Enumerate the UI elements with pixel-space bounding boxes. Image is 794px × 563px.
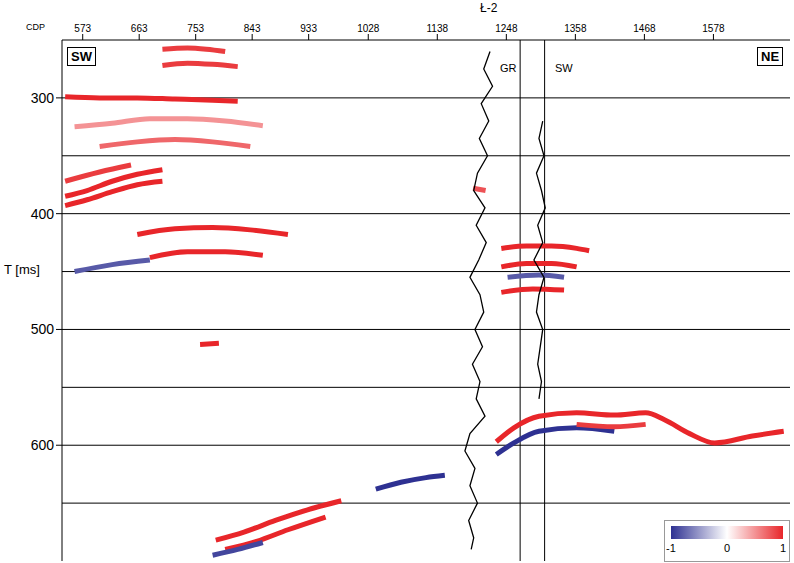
html-text:1: 1 [779,542,787,554]
svg-text:663: 663 [131,23,148,34]
html-text:0: 0 [723,542,731,554]
html-text:Ł-2: Ł-2 [480,1,498,15]
svg-text:933: 933 [300,23,317,34]
html-text:GR: GR [500,62,517,74]
svg-text:300: 300 [31,90,55,106]
svg-text:1138: 1138 [427,23,449,34]
svg-text:1248: 1248 [495,23,518,34]
svg-text:573: 573 [74,23,91,34]
svg-text:1578: 1578 [702,23,725,34]
html-text:NE: NE [761,49,780,64]
svg-text:753: 753 [187,23,204,34]
svg-text:400: 400 [31,206,55,222]
html-text:CDP: CDP [26,22,45,32]
svg-text:600: 600 [31,437,55,453]
svg-text:1468: 1468 [633,23,656,34]
svg-text:1028: 1028 [357,23,380,34]
svg-text:843: 843 [244,23,261,34]
html-text:-1: -1 [666,542,676,554]
html-text:T [ms]: T [ms] [4,262,40,277]
svg-text:1358: 1358 [564,23,587,34]
html-text:SW: SW [71,49,92,64]
html-text:SW: SW [555,62,573,74]
svg-text:500: 500 [31,321,55,337]
